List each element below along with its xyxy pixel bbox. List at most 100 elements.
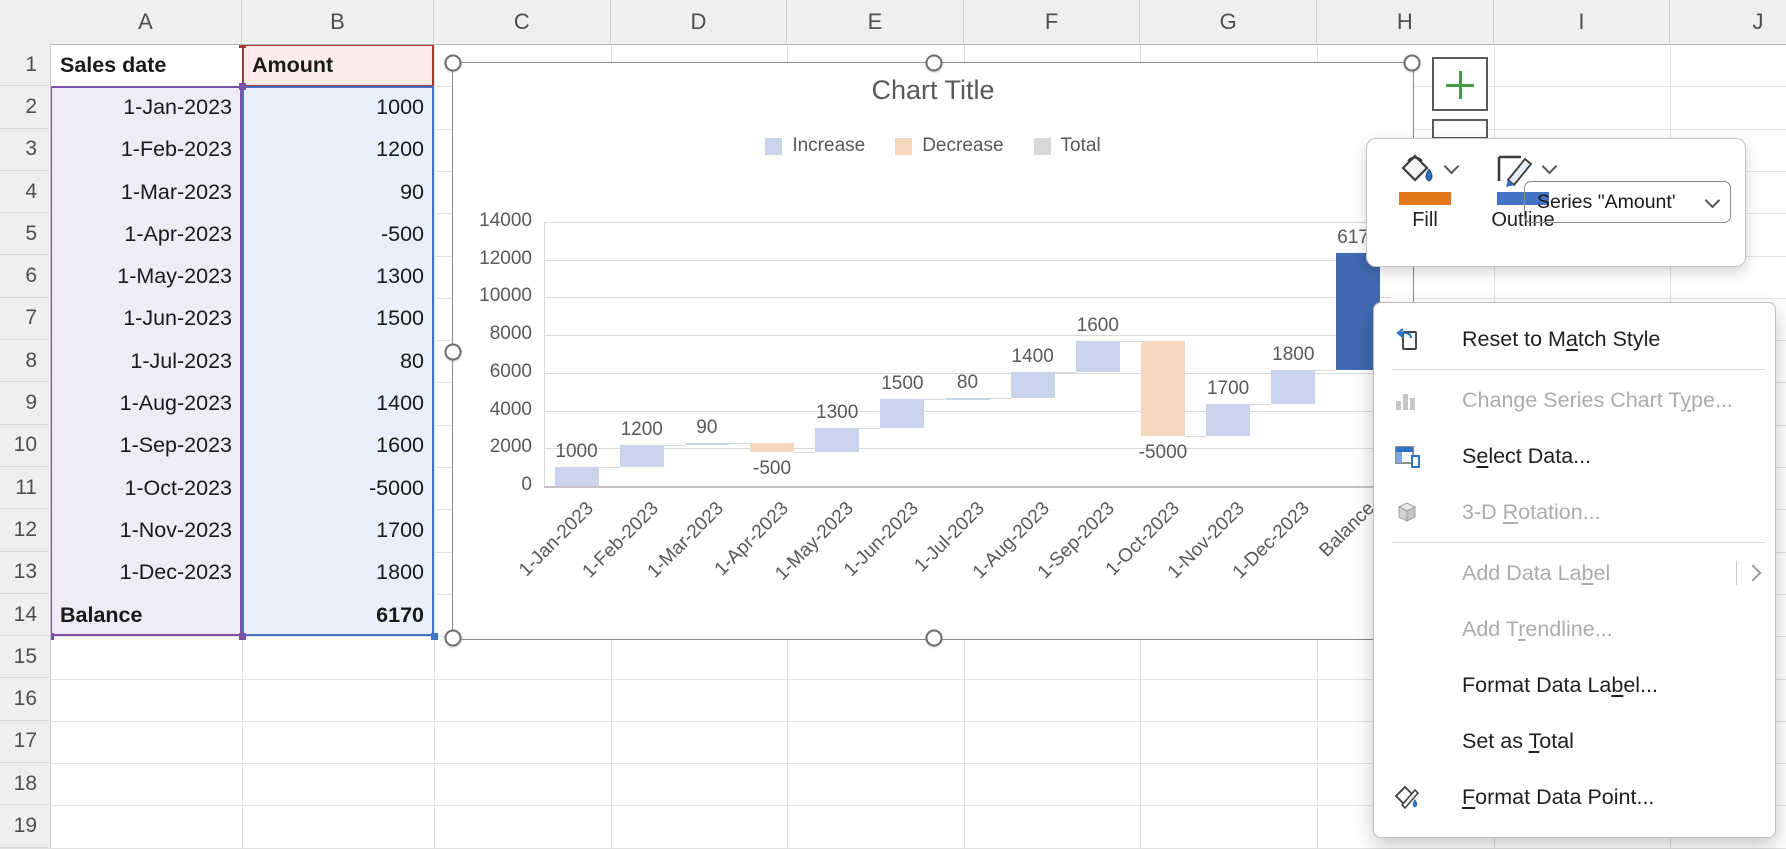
menu-item-select-data[interactable]: Select Data... xyxy=(1374,428,1775,484)
chart-selection-handle[interactable] xyxy=(925,54,943,72)
waterfall-chart[interactable]: Chart Title Increase Decrease Total 14000 1… xyxy=(444,54,1421,647)
bar-1-Aug-2023[interactable] xyxy=(1010,371,1055,398)
fill-button[interactable]: Fill xyxy=(1381,149,1469,232)
chevron-down-icon xyxy=(1443,158,1459,175)
legend-item-increase[interactable]: Increase xyxy=(765,135,865,157)
cell-B4[interactable]: 90 xyxy=(400,179,424,204)
column-header-G[interactable]: G xyxy=(1140,0,1317,43)
chart-selection-handle[interactable] xyxy=(444,343,462,361)
bar-1-Jan-2023[interactable] xyxy=(554,467,599,486)
bar-1-Jul-2023[interactable] xyxy=(945,397,990,400)
cell-A1[interactable]: Sales date xyxy=(60,52,167,77)
cell-A5[interactable]: 1-Apr-2023 xyxy=(124,221,232,246)
menu-item-reset-to-match-style[interactable]: Reset to Match Style xyxy=(1374,311,1775,367)
column-header-A[interactable]: A xyxy=(50,0,242,43)
row-header-14[interactable]: 14 xyxy=(0,594,49,637)
cell-A9[interactable]: 1-Aug-2023 xyxy=(119,391,232,416)
legend-item-total[interactable]: Total xyxy=(1033,135,1101,157)
legend-item-decrease[interactable]: Decrease xyxy=(895,135,1004,157)
row-header-3[interactable]: 3 xyxy=(0,129,49,171)
cell-B2[interactable]: 1000 xyxy=(376,94,424,119)
cell-B9[interactable]: 1400 xyxy=(376,391,424,416)
column-header-B[interactable]: B xyxy=(242,0,434,43)
row-header-11[interactable]: 11 xyxy=(0,467,49,510)
cell-A2[interactable]: 1-Jan-2023 xyxy=(123,94,232,119)
cell-B6[interactable]: 1300 xyxy=(376,264,424,289)
row-header-18[interactable]: 18 xyxy=(0,763,49,806)
cell-B11[interactable]: -5000 xyxy=(369,475,424,500)
row-header-4[interactable]: 4 xyxy=(0,171,49,214)
bar-1-Feb-2023[interactable] xyxy=(619,444,664,468)
bar-1-Mar-2023[interactable] xyxy=(684,442,729,445)
row-header-9[interactable]: 9 xyxy=(0,382,49,425)
chart-styles-button[interactable] xyxy=(1432,119,1488,139)
row-header-12[interactable]: 12 xyxy=(0,509,49,552)
row-header-2[interactable]: 2 xyxy=(0,86,49,129)
cell-B13[interactable]: 1800 xyxy=(376,560,424,585)
chart-selection-handle[interactable] xyxy=(444,629,462,647)
outline-button[interactable]: Outline xyxy=(1479,149,1567,232)
paint-bucket-icon xyxy=(1400,154,1432,182)
cell-B7[interactable]: 1500 xyxy=(376,306,424,331)
cell-A12[interactable]: 1-Nov-2023 xyxy=(119,517,232,542)
bar-1-Sep-2023[interactable] xyxy=(1075,341,1120,372)
mini-format-toolbar: Fill Outline Series "Amount' xyxy=(1366,138,1746,267)
chart-selection-handle[interactable] xyxy=(1403,54,1421,72)
cell-A13[interactable]: 1-Dec-2023 xyxy=(119,560,232,585)
cell-B14[interactable]: 6170 xyxy=(376,602,424,627)
amount-header-fill xyxy=(242,44,434,87)
row-header-1[interactable]: 1 xyxy=(0,44,49,87)
row-header-10[interactable]: 10 xyxy=(0,425,49,467)
column-header-C[interactable]: C xyxy=(434,0,611,43)
row-header-15[interactable]: 15 xyxy=(0,636,49,679)
cell-A8[interactable]: 1-Jul-2023 xyxy=(130,348,232,373)
cell-B12[interactable]: 1700 xyxy=(376,517,424,542)
cell-A6[interactable]: 1-May-2023 xyxy=(117,264,232,289)
data-label: 1200 xyxy=(620,418,663,440)
chart-selection-handle[interactable] xyxy=(444,54,462,72)
menu-item-label: Select Data... xyxy=(1462,443,1592,468)
cell-A10[interactable]: 1-Sep-2023 xyxy=(119,433,232,458)
cell-B3[interactable]: 1200 xyxy=(376,137,424,162)
y-axis-tick-label: 4000 xyxy=(489,398,532,420)
menu-icon-spacer xyxy=(1392,558,1438,588)
row-header-5[interactable]: 5 xyxy=(0,213,49,256)
bar-1-Oct-2023[interactable] xyxy=(1140,341,1185,436)
bar-1-Apr-2023[interactable] xyxy=(750,442,795,453)
column-header-E[interactable]: E xyxy=(787,0,964,43)
column-header-D[interactable]: D xyxy=(611,0,788,43)
row-header-19[interactable]: 19 xyxy=(0,805,49,848)
column-header-F[interactable]: F xyxy=(964,0,1141,43)
column-header-I[interactable]: I xyxy=(1494,0,1671,43)
row-header-16[interactable]: 16 xyxy=(0,679,49,721)
cell-A3[interactable]: 1-Feb-2023 xyxy=(120,137,232,162)
chart-elements-plus-button[interactable] xyxy=(1432,57,1488,111)
column-header-J[interactable]: J xyxy=(1670,0,1786,43)
menu-item-format-data-label[interactable]: Format Data Label... xyxy=(1374,657,1775,713)
row-header-8[interactable]: 8 xyxy=(0,340,49,383)
bar-1-Dec-2023[interactable] xyxy=(1271,369,1316,404)
chart-legend[interactable]: Increase Decrease Total xyxy=(453,135,1413,157)
chart-selection-handle[interactable] xyxy=(925,629,943,647)
cell-B5[interactable]: -500 xyxy=(380,221,424,246)
bar-1-Nov-2023[interactable] xyxy=(1206,403,1251,436)
cell-B1[interactable]: Amount xyxy=(252,52,334,77)
chart-title[interactable]: Chart Title xyxy=(871,75,995,105)
row-header-17[interactable]: 17 xyxy=(0,721,49,764)
bar-1-May-2023[interactable] xyxy=(815,427,860,453)
menu-item-format-data-point[interactable]: Format Data Point... xyxy=(1374,769,1775,825)
column-header-H[interactable]: H xyxy=(1317,0,1494,43)
cell-A4[interactable]: 1-Mar-2023 xyxy=(120,179,232,204)
row-header-13[interactable]: 13 xyxy=(0,552,49,594)
bar-1-Jun-2023[interactable] xyxy=(880,399,925,428)
row-header-6[interactable]: 6 xyxy=(0,256,49,298)
cell-A7[interactable]: 1-Jun-2023 xyxy=(123,306,232,331)
connector-line xyxy=(1119,341,1141,343)
cell-A14[interactable]: Balance xyxy=(60,602,143,627)
chart-element-selector-dropdown[interactable]: Series "Amount' xyxy=(1524,181,1731,223)
row-header-7[interactable]: 7 xyxy=(0,298,49,341)
cell-B8[interactable]: 80 xyxy=(400,348,424,373)
cell-B10[interactable]: 1600 xyxy=(376,433,424,458)
cell-A11[interactable]: 1-Oct-2023 xyxy=(124,475,232,500)
menu-item-set-as-total[interactable]: Set as Total xyxy=(1374,713,1775,769)
